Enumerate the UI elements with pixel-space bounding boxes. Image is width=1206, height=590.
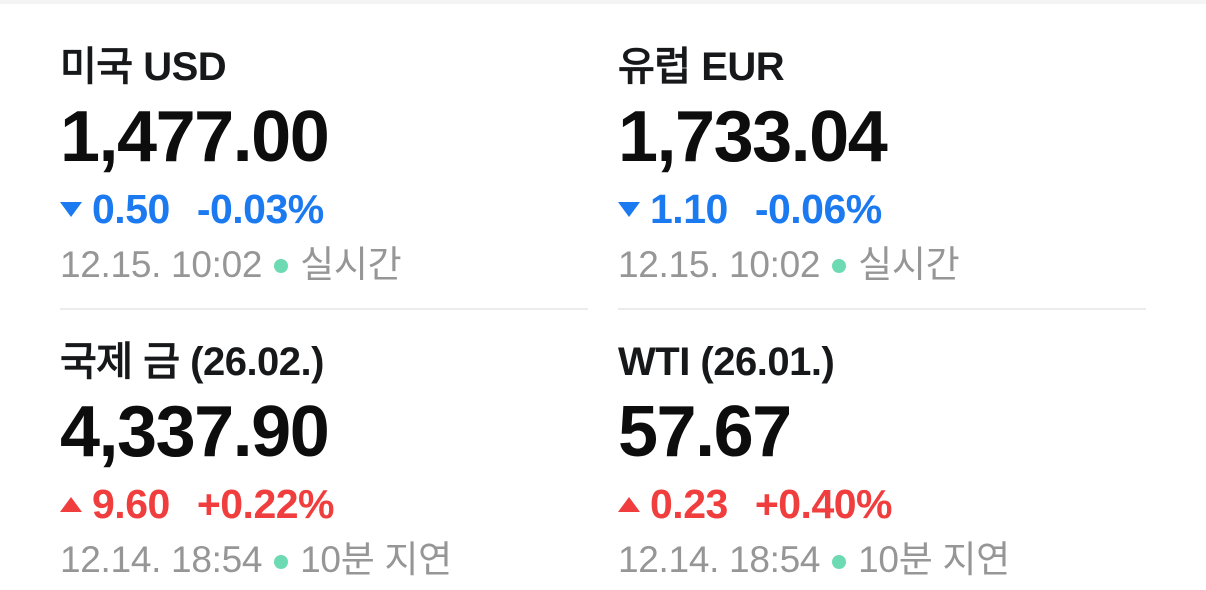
status-dot-icon — [832, 554, 847, 569]
quote-meta-row: 12.14. 18:54 10분 지연 — [618, 539, 1146, 582]
quote-card-usd[interactable]: 미국 USD 1,477.00 0.50 -0.03% 12.15. 10:02… — [60, 43, 588, 308]
quote-title: 미국 USD — [60, 45, 227, 89]
quote-timestamp: 12.15. 10:02 — [60, 243, 263, 285]
down-arrow-icon — [60, 201, 82, 217]
status-label: 실시간 — [858, 243, 960, 285]
quote-price: 1,733.04 — [618, 97, 888, 177]
change-value: 1.10 — [650, 185, 728, 232]
quote-change-row: 0.23 +0.40% — [618, 482, 1146, 527]
status-label: 10분 지연 — [858, 539, 1010, 581]
quote-card-gold[interactable]: 국제 금 (26.02.) 4,337.90 9.60 +0.22% 12.14… — [60, 308, 588, 581]
market-quotes-grid: 미국 USD 1,477.00 0.50 -0.03% 12.15. 10:02… — [0, 4, 1206, 582]
change-percent: +0.22% — [196, 481, 335, 528]
quote-title: WTI (26.01.) — [618, 340, 835, 385]
change-percent: +0.40% — [754, 481, 893, 528]
status-dot-icon — [274, 554, 289, 569]
quote-timestamp: 12.14. 18:54 — [618, 539, 821, 581]
quote-change-row: 9.60 +0.22% — [60, 482, 588, 527]
up-arrow-icon — [60, 497, 82, 513]
quote-price: 4,337.90 — [60, 392, 330, 473]
quote-change-row: 1.10 -0.06% — [618, 185, 1146, 232]
up-arrow-icon — [618, 497, 640, 513]
status-label: 실시간 — [300, 243, 402, 285]
quote-price: 57.67 — [618, 392, 792, 473]
quote-change-row: 0.50 -0.03% — [60, 185, 588, 232]
quote-meta-row: 12.15. 10:02 실시간 — [60, 244, 588, 287]
change-percent: -0.03% — [196, 185, 324, 232]
quote-timestamp: 12.15. 10:02 — [618, 243, 821, 285]
quote-title: 국제 금 (26.02.) — [60, 340, 324, 385]
change-value: 0.50 — [92, 185, 170, 232]
quote-title: 유럽 EUR — [618, 45, 785, 89]
change-percent: -0.06% — [754, 185, 882, 232]
status-dot-icon — [274, 259, 289, 274]
quote-card-wti[interactable]: WTI (26.01.) 57.67 0.23 +0.40% 12.14. 18… — [618, 308, 1146, 581]
quote-price: 1,477.00 — [60, 97, 330, 177]
quote-meta-row: 12.14. 18:54 10분 지연 — [60, 539, 588, 582]
top-section-divider — [0, 0, 1206, 4]
quote-meta-row: 12.15. 10:02 실시간 — [618, 244, 1146, 287]
change-value: 0.23 — [650, 481, 728, 528]
down-arrow-icon — [618, 201, 640, 217]
status-label: 10분 지연 — [300, 539, 452, 581]
quote-timestamp: 12.14. 18:54 — [60, 539, 263, 581]
quote-card-eur[interactable]: 유럽 EUR 1,733.04 1.10 -0.06% 12.15. 10:02… — [618, 43, 1146, 308]
change-value: 9.60 — [92, 481, 170, 528]
status-dot-icon — [832, 259, 847, 274]
